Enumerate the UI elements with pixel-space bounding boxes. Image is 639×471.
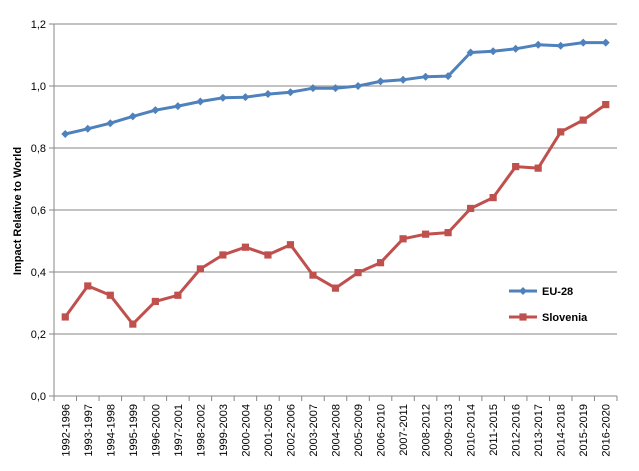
x-tick-label: 1996-2000 (150, 404, 162, 457)
axes (49, 23, 618, 401)
x-tick-label: 2014-2018 (556, 404, 568, 457)
data-point (556, 41, 565, 50)
data-point (511, 44, 520, 53)
legend: EU-28 Slovenia (509, 286, 588, 324)
data-point (467, 204, 475, 213)
x-tick-label: 2003-2007 (308, 404, 320, 457)
data-point (106, 119, 115, 128)
data-point (219, 251, 227, 259)
x-tick-label: 2007-2011 (398, 404, 410, 456)
x-tick-label: 2009-2013 (443, 404, 455, 457)
x-tick-label: 1992-1996 (60, 404, 72, 457)
data-point (534, 40, 543, 49)
y-tick-labels: 0,0 0,2 0,4 0,6 0,8 1,0 1,2 (31, 19, 46, 403)
data-point (308, 84, 317, 93)
data-point (286, 88, 295, 97)
data-point (489, 194, 497, 202)
x-tick-label: 1995-1999 (128, 404, 140, 457)
data-point (196, 265, 204, 273)
data-point (579, 38, 588, 47)
y-tick-label: 0,6 (31, 205, 46, 217)
data-point (173, 102, 182, 111)
data-point (421, 72, 430, 81)
series-eu-28 (61, 38, 610, 139)
x-tick-label: 2013-2017 (533, 404, 545, 457)
x-tick-label: 2010-2014 (466, 404, 478, 457)
data-point (174, 291, 182, 299)
data-point (399, 75, 408, 84)
data-point (241, 93, 250, 102)
data-point (128, 112, 137, 121)
data-point (602, 101, 610, 109)
data-point (286, 241, 295, 249)
series-lines (61, 38, 610, 328)
y-axis-title: Impact Relative to World (12, 147, 24, 275)
x-tick-label: 2008-2012 (421, 404, 433, 457)
data-point (421, 230, 430, 238)
data-point (331, 84, 340, 93)
x-tick-label: 2002-2006 (285, 404, 297, 457)
x-tick-label: 1999-2003 (218, 404, 230, 457)
series-slovenia (61, 101, 610, 328)
data-point (331, 284, 340, 292)
legend-marker (519, 313, 527, 321)
x-tick-label: 2012-2016 (511, 404, 523, 457)
x-tick-label: 1997-2001 (173, 404, 185, 457)
data-point (466, 48, 475, 57)
data-point (557, 128, 565, 136)
data-point (579, 116, 587, 124)
data-point (399, 235, 407, 243)
data-point (376, 259, 385, 267)
data-point (218, 93, 227, 102)
data-point (512, 163, 520, 171)
x-tick-label: 2004-2008 (331, 404, 343, 457)
x-tick-label: 2016-2020 (601, 404, 613, 457)
data-point (241, 243, 250, 251)
x-tick-label: 2006-2010 (376, 404, 388, 457)
x-tick-label: 2015-2019 (578, 404, 590, 457)
data-point (444, 72, 453, 81)
data-point (534, 164, 542, 172)
legend-label: EU-28 (542, 286, 573, 298)
data-point (129, 320, 137, 328)
x-tick-label: 1993-1997 (83, 404, 95, 457)
y-tick-label: 0,0 (31, 391, 46, 403)
x-tick-label: 2011-2015 (488, 404, 500, 456)
x-tick-label: 2001-2005 (263, 404, 275, 457)
legend-item: EU-28 (509, 286, 573, 298)
data-point (106, 291, 114, 299)
x-tick-label: 1998-2002 (195, 404, 207, 457)
y-tick-label: 1,0 (31, 81, 46, 93)
legend-label: Slovenia (542, 312, 588, 324)
data-point (354, 82, 363, 90)
legend-marker (519, 287, 527, 295)
data-point (196, 97, 205, 106)
data-point (263, 90, 272, 99)
data-point (354, 269, 362, 277)
data-point (84, 282, 92, 290)
legend-item: Slovenia (509, 312, 588, 324)
x-tick-label: 2000-2004 (240, 404, 252, 457)
data-point (83, 124, 92, 133)
x-tick-labels: 1992-1996 1993-1997 1994-1998 1995-1999 1996… (60, 404, 612, 457)
y-tick-label: 0,4 (31, 267, 46, 279)
data-point (151, 106, 160, 115)
y-tick-label: 1,2 (31, 19, 46, 31)
data-point (61, 313, 69, 321)
data-point (489, 47, 498, 56)
x-tick-label: 2005-2009 (353, 404, 365, 457)
data-point (376, 77, 385, 86)
data-point (151, 297, 159, 306)
data-point (601, 38, 610, 47)
data-point (309, 271, 317, 279)
data-point (61, 130, 70, 139)
x-tick-label: 1994-1998 (105, 404, 117, 457)
data-point (444, 229, 452, 237)
y-tick-label: 0,8 (31, 143, 46, 155)
data-point (264, 251, 272, 259)
y-tick-label: 0,2 (31, 329, 46, 341)
